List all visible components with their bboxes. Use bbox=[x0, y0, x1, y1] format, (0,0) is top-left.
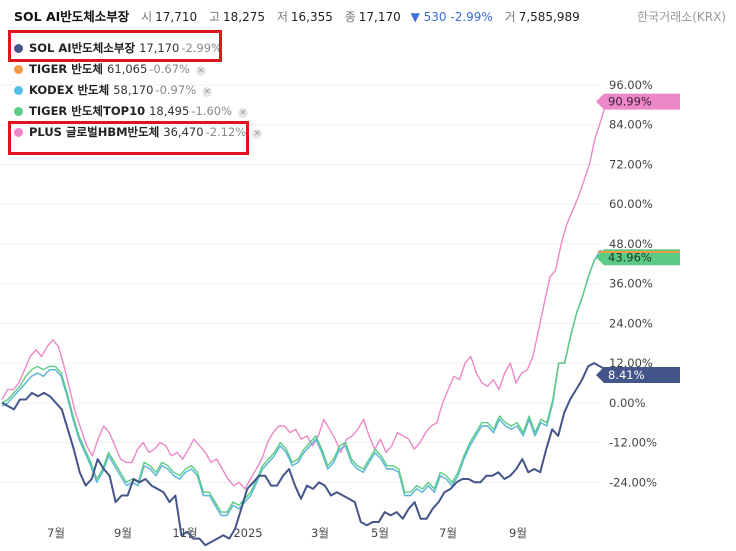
legend-name: SOL AI반도체소부장 bbox=[29, 41, 136, 55]
series-color-dot bbox=[14, 86, 23, 95]
quote-name: SOL AI반도체소부장 bbox=[14, 9, 130, 24]
legend-change: -2.99% bbox=[181, 41, 222, 55]
legend-price: 61,065 bbox=[107, 62, 148, 76]
legend-price: 36,470 bbox=[163, 125, 204, 139]
legend-item[interactable]: KODEX 반도체 58,170 -0.97% ✕ bbox=[14, 80, 262, 101]
open-label: 시 bbox=[141, 10, 153, 24]
close-value: 17,170 bbox=[358, 10, 401, 24]
x-tick-label: 9월 bbox=[114, 526, 132, 540]
y-tick-label: 0.00% bbox=[609, 396, 646, 410]
volume-label: 거 bbox=[504, 10, 516, 24]
legend-name: TIGER 반도체TOP10 bbox=[29, 104, 146, 118]
y-tick-label: 72.00% bbox=[609, 157, 653, 171]
series-color-dot bbox=[14, 65, 23, 74]
open-value: 17,710 bbox=[155, 10, 198, 24]
close-icon[interactable]: ✕ bbox=[195, 66, 206, 76]
series-color-dot bbox=[14, 128, 23, 137]
legend-price: 17,170 bbox=[139, 41, 180, 55]
legend: SOL AI반도체소부장 17,170 -2.99% TIGER 반도체 61,065… bbox=[14, 38, 263, 143]
legend-name: KODEX 반도체 bbox=[29, 83, 110, 97]
legend-change: -0.67% bbox=[149, 62, 190, 76]
close-icon[interactable]: ✕ bbox=[202, 87, 213, 97]
low-label: 저 bbox=[276, 10, 288, 24]
volume-value: 7,585,989 bbox=[518, 10, 580, 24]
series-line bbox=[1, 253, 613, 513]
change-value: ▼ 530 -2.99% bbox=[410, 10, 493, 24]
y-tick-label: -24.00% bbox=[609, 475, 657, 489]
y-tick-label: 12.00% bbox=[609, 356, 653, 370]
close-label: 종 bbox=[344, 10, 356, 24]
x-tick-label: 7월 bbox=[439, 526, 457, 540]
legend-price: 58,170 bbox=[113, 83, 154, 97]
end-value-flag bbox=[596, 93, 680, 110]
y-tick-label: 84.00% bbox=[609, 118, 653, 132]
x-tick-label: 3월 bbox=[311, 526, 329, 540]
x-tick-label: 7월 bbox=[47, 526, 65, 540]
y-tick-label: 96.00% bbox=[609, 78, 653, 92]
legend-change: -2.12% bbox=[205, 125, 247, 139]
end-value-label: 43.96% bbox=[608, 250, 652, 264]
legend-name: PLUS 글로벌HBM반도체 bbox=[29, 125, 160, 139]
x-tick-label: 9월 bbox=[509, 526, 527, 540]
legend-item[interactable]: TIGER 반도체 61,065 -0.67% ✕ bbox=[14, 59, 262, 80]
y-tick-label: 48.00% bbox=[609, 237, 653, 251]
y-tick-label: 36.00% bbox=[609, 277, 653, 291]
end-value-flag bbox=[596, 366, 680, 383]
close-icon[interactable]: ✕ bbox=[252, 129, 263, 139]
y-tick-label: 24.00% bbox=[609, 316, 653, 330]
quote-header: SOL AI반도체소부장 시 17,710 고 18,275 저 16,355 종 17… bbox=[14, 6, 726, 28]
legend-change: -0.97% bbox=[155, 83, 197, 97]
series-color-dot bbox=[14, 44, 23, 53]
close-icon[interactable]: ✕ bbox=[238, 108, 249, 118]
highlight-box bbox=[8, 30, 222, 62]
low-value: 16,355 bbox=[290, 10, 333, 24]
legend-name: TIGER 반도체 bbox=[29, 62, 104, 76]
legend-item[interactable]: TIGER 반도체TOP10 18,495 -1.60% ✕ bbox=[14, 101, 262, 122]
legend-item[interactable]: SOL AI반도체소부장 17,170 -2.99% bbox=[14, 38, 262, 59]
end-value-label: 8.41% bbox=[608, 368, 645, 382]
y-tick-label: -12.00% bbox=[609, 436, 657, 450]
series-line bbox=[1, 100, 612, 490]
y-tick-label: 60.00% bbox=[609, 197, 653, 211]
x-tick-label: 5월 bbox=[371, 526, 389, 540]
high-label: 고 bbox=[208, 10, 221, 24]
end-value-flag bbox=[596, 249, 680, 266]
high-value: 18,275 bbox=[223, 10, 266, 24]
legend-item[interactable]: PLUS 글로벌HBM반도체 36,470 -2.12% ✕ bbox=[14, 122, 263, 143]
end-value-label: 90.99% bbox=[608, 95, 652, 109]
x-tick-label: 2025 bbox=[233, 526, 262, 540]
highlight-box bbox=[8, 121, 249, 155]
exchange-label: 한국거래소(KRX) bbox=[637, 10, 726, 24]
series-color-dot bbox=[14, 107, 23, 116]
series-line bbox=[1, 362, 613, 547]
legend-price: 18,495 bbox=[149, 104, 190, 118]
legend-change: -1.60% bbox=[191, 104, 233, 118]
